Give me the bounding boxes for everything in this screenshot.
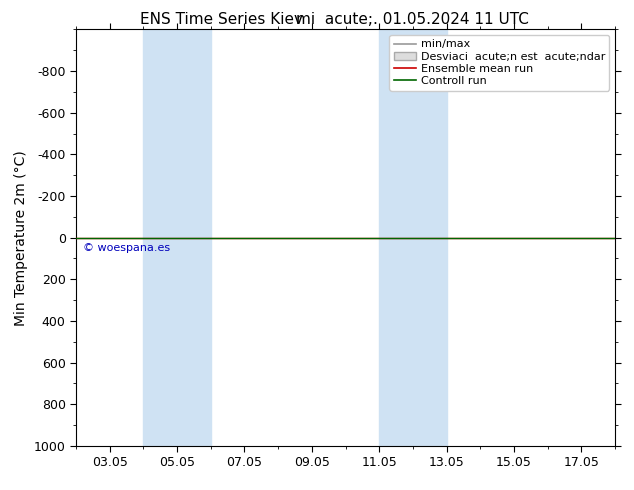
Bar [379, 29, 446, 446]
Legend: min/max, Desviaci  acute;n est  acute;ndar, Ensemble mean run, Controll run: min/max, Desviaci acute;n est acute;ndar… [389, 35, 609, 91]
Text: © woespana.es: © woespana.es [83, 243, 170, 253]
Y-axis label: Min Temperature 2m (°C): Min Temperature 2m (°C) [14, 150, 29, 325]
Bar [143, 29, 210, 446]
Text: mi  acute;. 01.05.2024 11 UTC: mi acute;. 01.05.2024 11 UTC [295, 12, 529, 27]
Text: ENS Time Series Kiev: ENS Time Series Kiev [140, 12, 304, 27]
